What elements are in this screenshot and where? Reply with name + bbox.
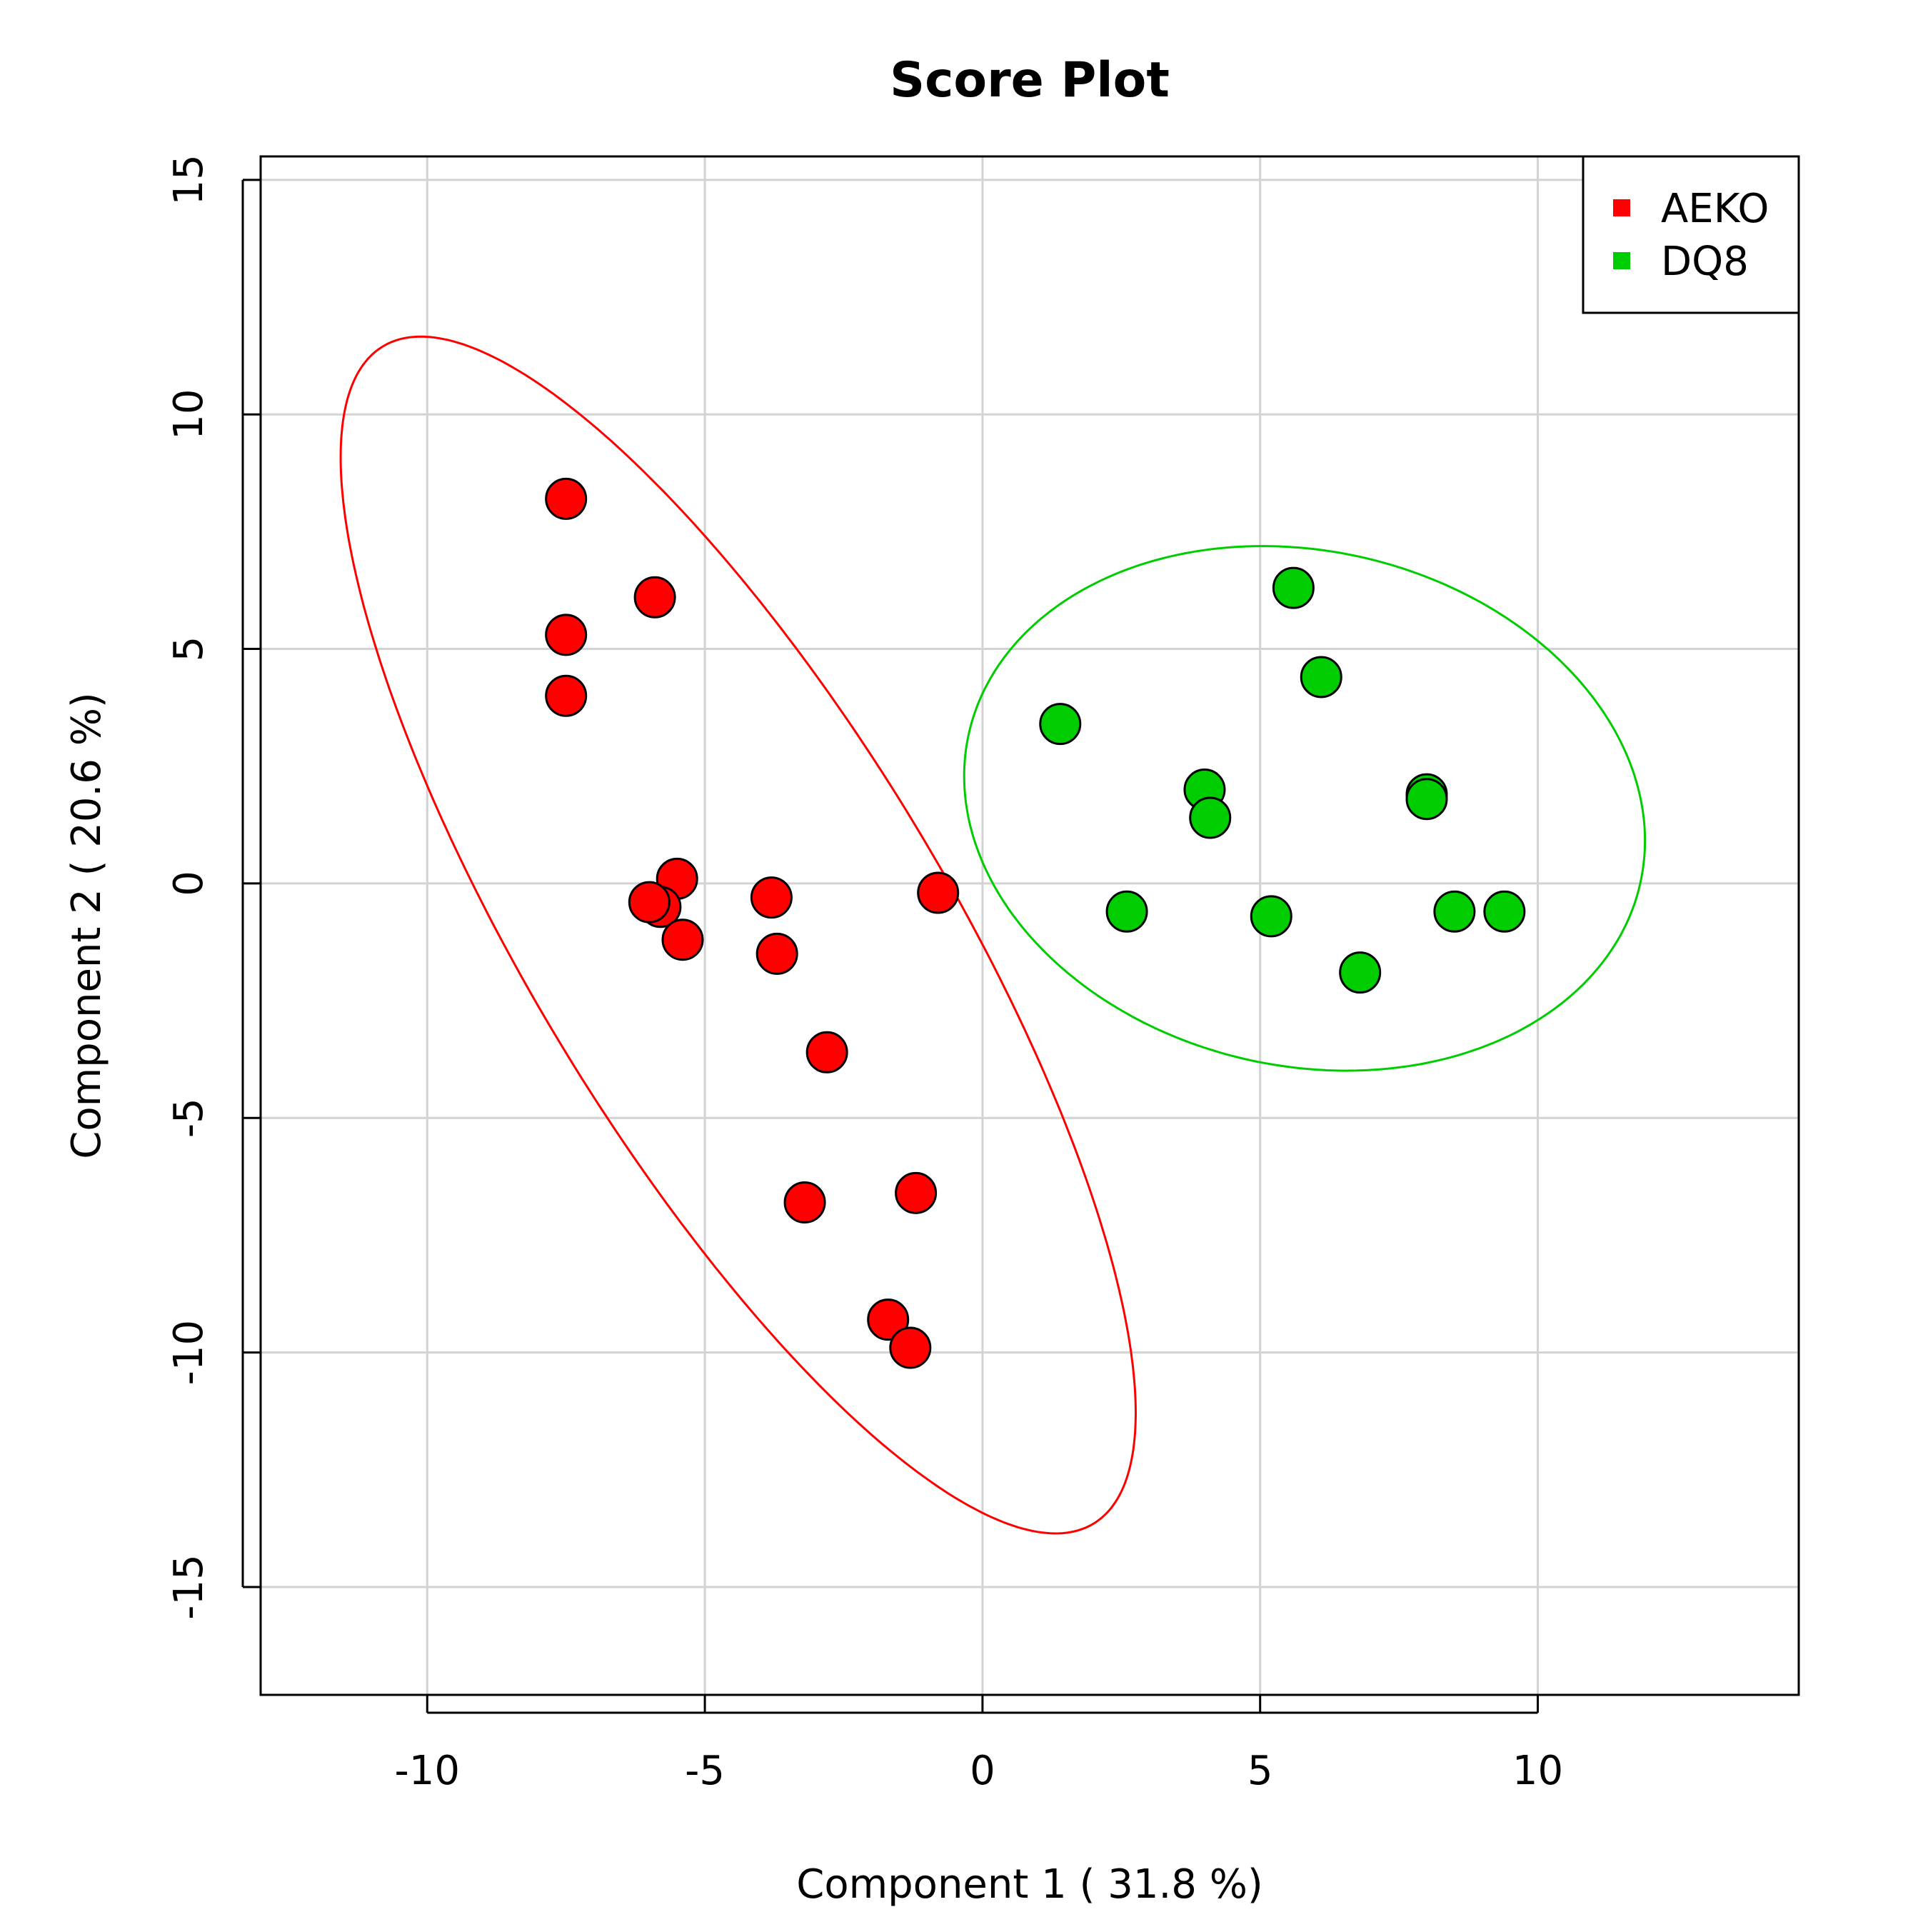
point-aeko [867,1298,910,1341]
x-tick-label: 5 [1247,1748,1273,1794]
x-tick-label: -5 [685,1748,725,1794]
confidence-ellipses [339,335,1647,1535]
legend-label-dq8: DQ8 [1661,239,1749,285]
y-tick-label: 5 [166,636,212,662]
point-aeko [545,477,588,520]
point-dq8 [1339,951,1382,994]
legend-box [1582,155,1800,314]
point-dq8 [1189,796,1232,839]
x-tick-label: 10 [1512,1748,1563,1794]
point-dq8 [1405,778,1448,821]
y-tick-label: 15 [166,154,212,205]
legend: AEKO DQ8 [1582,155,1800,314]
axes: -10 -5 0 5 10 -15 -10 -5 0 5 10 15 [166,154,1563,1794]
point-aeko [917,871,960,914]
x-tick-label: -10 [395,1748,460,1794]
point-dq8 [1483,890,1526,933]
point-aeko [545,674,588,717]
point-aeko [628,881,671,924]
y-axis-label: Component 2 ( 20.6 %) [64,692,110,1159]
chart-title: Score Plot [890,52,1170,109]
legend-swatch-dq8 [1613,252,1630,269]
ellipse-dq8 [963,545,1647,1072]
point-aeko [755,932,798,975]
point-dq8 [1433,890,1476,933]
y-tick-label: -5 [166,1098,212,1138]
point-dq8 [1272,566,1315,609]
point-aeko [889,1326,932,1369]
y-tick-label: -15 [166,1554,212,1619]
legend-label-aeko: AEKO [1661,186,1769,232]
plot-frame [259,155,1800,1696]
point-aeko [750,876,793,919]
y-tick-label: 10 [166,389,212,440]
legend-swatch-aeko [1613,199,1630,216]
y-tick-label: 0 [166,871,212,896]
point-dq8 [1250,895,1292,938]
point-dq8 [1039,703,1082,746]
ellipse-aeko [339,335,1138,1535]
point-aeko [633,576,676,619]
point-dq8 [1300,656,1342,699]
x-tick-label: 0 [970,1748,995,1794]
data-points [545,477,1526,1369]
x-axis-label: Component 1 ( 31.8 %) [796,1861,1263,1908]
point-aeko [545,614,588,656]
y-tick-label: -10 [166,1320,212,1385]
point-aeko [783,1181,826,1223]
point-aeko [895,1171,938,1214]
point-aeko [805,1031,848,1073]
point-aeko [661,919,704,961]
point-dq8 [1105,890,1148,933]
grid-lines [261,156,1799,1695]
